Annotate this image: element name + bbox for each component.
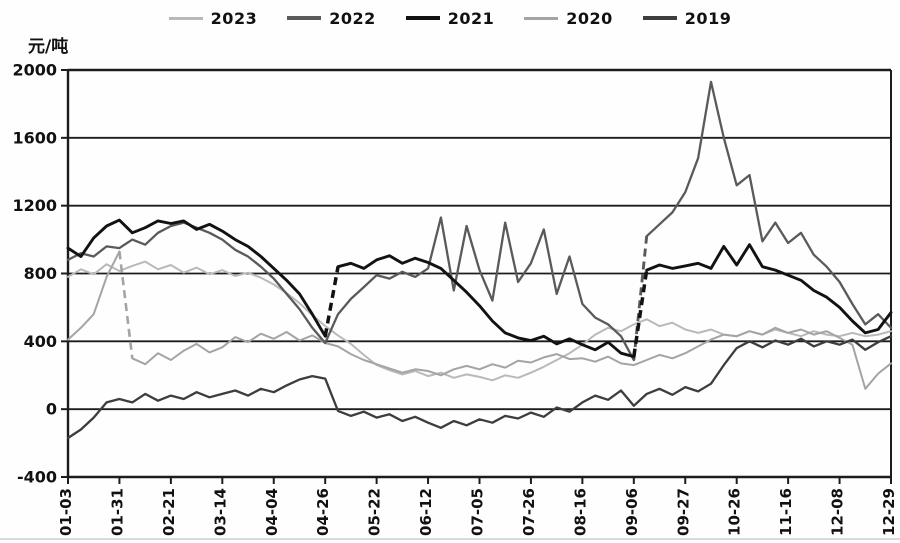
legend-swatch-2019 <box>642 16 677 20</box>
y-tick-label: 0 <box>46 400 57 419</box>
legend-swatch-2022 <box>287 16 322 20</box>
series-line-2021 <box>66 218 893 359</box>
y-axis-unit-label: 元/吨 <box>28 37 69 57</box>
legend-label-2019: 2019 <box>684 8 732 28</box>
y-tick-label: 1200 <box>12 196 57 215</box>
legend-label-2021: 2021 <box>447 8 495 28</box>
chart-legend: 2023 2022 2021 2020 2019 <box>0 6 900 30</box>
y-tick-label: 800 <box>24 264 57 283</box>
series-gap-dash-2020 <box>118 251 134 359</box>
x-tick-label: 07-05 <box>469 488 487 536</box>
x-tick-label: 04-04 <box>263 488 281 536</box>
legend-label-2023: 2023 <box>210 8 258 28</box>
legend-item-2019: 2019 <box>642 8 732 28</box>
x-tick-label: 11-16 <box>777 488 795 536</box>
y-tick-label: -400 <box>17 468 57 487</box>
legend-item-2022: 2022 <box>287 9 376 28</box>
legend-item-2021: 2021 <box>405 8 495 28</box>
x-tick-label: 12-08 <box>829 488 847 536</box>
x-tick-label: 06-12 <box>417 488 435 536</box>
x-tick-label: 01-31 <box>108 488 126 536</box>
legend-swatch-2021 <box>405 16 440 20</box>
x-tick-label: 03-14 <box>211 488 229 536</box>
x-tick-label: 10-26 <box>726 488 744 536</box>
x-tick-label: 12-29 <box>880 488 898 536</box>
y-tick-label: 1600 <box>12 128 57 147</box>
legend-swatch-2023 <box>168 16 203 20</box>
x-tick-label: 02-21 <box>160 488 178 536</box>
legend-item-2020: 2020 <box>524 9 613 28</box>
y-tick-label: 2000 <box>12 61 57 80</box>
legend-item-2023: 2023 <box>168 8 258 28</box>
series-line-2022 <box>66 80 893 362</box>
x-tick-label: 04-26 <box>314 488 332 536</box>
x-tick-label: 08-16 <box>571 488 589 536</box>
series-gap-dash-2021 <box>323 266 340 337</box>
legend-label-2022: 2022 <box>329 8 376 28</box>
series-line-2020 <box>67 250 892 390</box>
x-tick-label: 01-03 <box>57 488 75 536</box>
legend-label-2020: 2020 <box>566 8 613 28</box>
series-gap-dash-2021 <box>632 269 649 357</box>
x-tick-label: 07-26 <box>520 488 538 536</box>
series-line-2019 <box>66 335 893 440</box>
series-line-2023 <box>67 260 892 382</box>
y-tick-label: 400 <box>24 332 57 351</box>
x-tick-label: 05-22 <box>366 488 384 536</box>
x-tick-label: 09-06 <box>623 488 641 536</box>
x-tick-label: 09-27 <box>674 488 692 536</box>
legend-swatch-2020 <box>524 16 559 20</box>
